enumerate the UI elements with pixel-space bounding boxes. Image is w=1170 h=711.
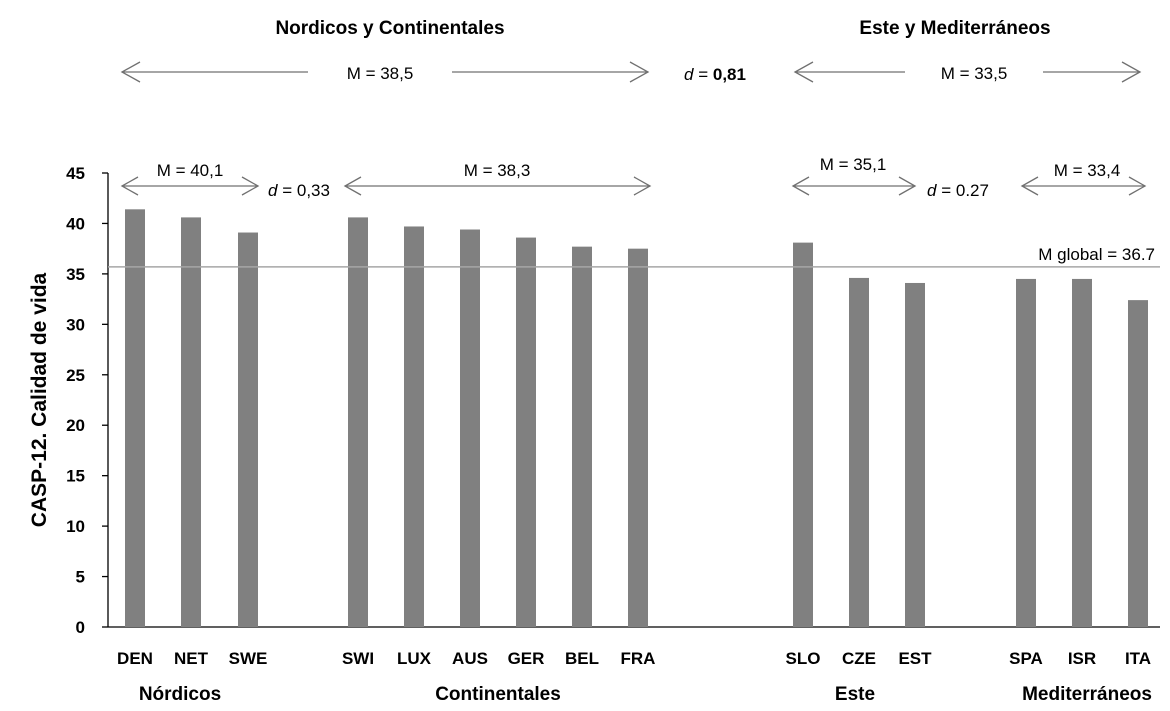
bar-spa <box>1016 278 1036 627</box>
category-label-den: DEN <box>117 649 153 668</box>
este-mean-label: M = 35,1 <box>820 155 887 174</box>
category-label-spa: SPA <box>1009 649 1043 668</box>
super-effect-size-label: d = 0,81 <box>684 65 746 84</box>
category-label-est: EST <box>898 649 932 668</box>
bar-est <box>905 282 925 627</box>
y-tick-label: 0 <box>76 618 85 637</box>
bar-aus <box>460 229 480 627</box>
super-left-mean-label: M = 38,5 <box>347 64 414 83</box>
mediterraneos-mean-label: M = 33,4 <box>1054 161 1121 180</box>
y-tick-label: 20 <box>66 416 85 435</box>
y-tick-label: 40 <box>66 214 85 233</box>
category-label-isr: ISR <box>1068 649 1096 668</box>
group-label-continentales: Continentales <box>435 684 561 705</box>
category-labels: DEN NET SWE SWI LUX AUS GER BEL FRA SLO CZE EST SPA I… <box>117 649 1151 668</box>
category-label-slo: SLO <box>786 649 821 668</box>
bar-slo <box>793 242 813 627</box>
category-label-aus: AUS <box>452 649 488 668</box>
category-label-lux: LUX <box>397 649 432 668</box>
group-label-este: Este <box>835 684 875 705</box>
y-tick-label: 15 <box>66 467 85 486</box>
bar-lux <box>404 226 424 627</box>
category-label-ger: GER <box>508 649 545 668</box>
bar-fra <box>628 248 648 627</box>
bar-swi <box>348 217 368 627</box>
y-tick-label: 45 <box>66 164 85 183</box>
effect-size-este-mediterraneos: d = 0.27 <box>927 181 989 200</box>
category-label-swe: SWE <box>229 649 268 668</box>
bar-swe <box>238 232 258 627</box>
super-left-arrow <box>120 61 650 83</box>
super-right-mean-label: M = 33,5 <box>941 64 1008 83</box>
category-label-bel: BEL <box>565 649 599 668</box>
category-label-swi: SWI <box>342 649 374 668</box>
y-tick-label: 30 <box>66 315 85 334</box>
group-label-nordicos: Nórdicos <box>139 684 221 705</box>
super-right-arrow <box>793 61 1142 83</box>
bars <box>125 209 1148 627</box>
category-label-fra: FRA <box>621 649 656 668</box>
continentales-mean-arrow <box>343 176 652 196</box>
este-mean-arrow <box>791 176 917 196</box>
continentales-mean-label: M = 38,3 <box>464 161 531 180</box>
y-tick-label: 5 <box>76 568 85 587</box>
nordicos-mean-label: M = 40,1 <box>157 161 224 180</box>
category-label-ita: ITA <box>1125 649 1151 668</box>
super-group-left-title: Nordicos y Continentales <box>275 18 504 39</box>
bar-ger <box>516 237 536 627</box>
super-group-right-title: Este y Mediterráneos <box>859 18 1050 39</box>
mediterraneos-mean-arrow <box>1020 176 1147 196</box>
global-mean-label: M global = 36.7 <box>1038 245 1155 264</box>
group-label-mediterraneos: Mediterráneos <box>1022 684 1152 705</box>
nordicos-mean-arrow <box>120 176 260 196</box>
effect-size-nordicos-continentales: d = 0,33 <box>268 181 330 200</box>
y-axis-label: CASP-12. Calidad de vida <box>28 272 51 527</box>
bar-ita <box>1128 300 1148 627</box>
bar-den <box>125 209 145 627</box>
category-label-net: NET <box>174 649 209 668</box>
y-tick-label: 10 <box>66 517 85 536</box>
bar-cze <box>849 277 869 627</box>
bar-net <box>181 217 201 627</box>
y-tick-label: 25 <box>66 366 85 385</box>
category-label-cze: CZE <box>842 649 876 668</box>
y-ticks: 0 5 10 15 20 25 30 35 40 45 <box>66 164 108 637</box>
bar-bel <box>572 246 592 627</box>
y-tick-label: 35 <box>66 265 85 284</box>
bar-isr <box>1072 278 1092 627</box>
